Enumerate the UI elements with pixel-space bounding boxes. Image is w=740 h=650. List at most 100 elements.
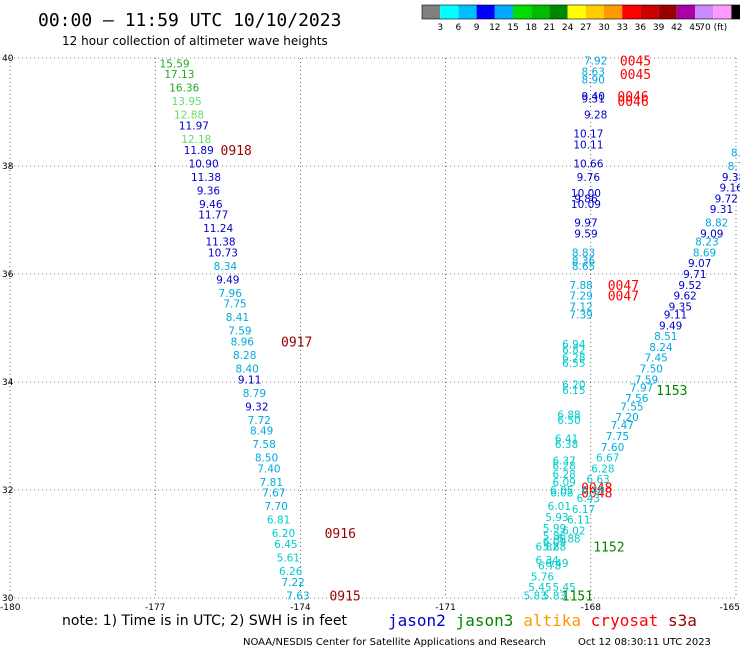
wave-height-label: 9.28 xyxy=(584,110,607,122)
wave-height-label: 5.45 xyxy=(552,582,575,594)
wave-height-label: 6.82 xyxy=(562,345,585,357)
pass-time-label: 0917 xyxy=(281,336,312,351)
satellite-legend-item: jason3 xyxy=(456,611,514,630)
wave-height-label: 6.43 xyxy=(577,493,600,505)
colorbar-swatch xyxy=(731,5,740,19)
y-tick-label: 34 xyxy=(2,378,14,388)
wave-height-label: 8.49 xyxy=(250,426,273,438)
wave-height-label: 11.77 xyxy=(198,210,228,222)
wave-height-label: 8.28 xyxy=(233,350,256,362)
colorbar-label: 27 xyxy=(580,23,591,33)
x-tick-label: -165 xyxy=(720,603,740,613)
pass-time-label: 1151 xyxy=(562,589,593,604)
wave-height-label: 6.81 xyxy=(267,515,290,527)
wave-height-label: 10.00 xyxy=(571,188,601,200)
wave-height-label: 8.41 xyxy=(226,312,249,324)
colorbar-swatch xyxy=(640,5,659,19)
wave-height-label: 6.26 xyxy=(279,566,303,578)
axes: -180 -177 -174 -171 -168 -165 30 32 34 36 38 40 xyxy=(0,54,740,613)
wave-height-label: 6.09 xyxy=(543,536,566,548)
wave-height-label: 7.56 xyxy=(625,393,649,405)
pass-time-label: 0047 xyxy=(608,279,639,294)
wave-height-label: 6.20 xyxy=(562,380,585,392)
wave-height-label: 7.59 xyxy=(228,326,251,338)
wave-height-label: 9.09 xyxy=(700,229,723,241)
colorbar-swatch xyxy=(476,5,495,19)
wave-height-label: 6.78 xyxy=(538,561,561,573)
wave-height-label: 8.96 xyxy=(231,337,255,349)
wave-height-label: 10.90 xyxy=(189,158,219,170)
wave-height-label: 16.36 xyxy=(169,83,199,95)
wave-height-label: 6.50 xyxy=(557,415,580,427)
colorbar-label: 70 (ft) xyxy=(699,23,727,33)
wave-height-label: 6.28 xyxy=(552,469,575,481)
colorbar-swatch xyxy=(422,5,441,19)
colorbar-label: 33 xyxy=(616,23,627,33)
wave-height-label: 7.55 xyxy=(620,401,643,413)
wave-height-label: 6.48 xyxy=(582,485,605,497)
wave-height-label: 8.40 xyxy=(235,364,258,376)
wave-height-label: 15.59 xyxy=(160,58,190,70)
wave-height-label: 7.63 xyxy=(286,590,309,602)
colorbar-label: 36 xyxy=(635,23,647,33)
wave-height-label: 7.12 xyxy=(569,301,592,313)
wave-height-label: 8.50 xyxy=(255,453,278,465)
colorbar-label: 30 xyxy=(598,23,610,33)
wave-height-label: 6.94 xyxy=(562,339,586,351)
wave-height-label: 7.97 xyxy=(630,382,653,394)
colorbar-swatch xyxy=(567,5,586,19)
x-tick-label: -180 xyxy=(0,603,21,613)
pass-time-label: 0048 xyxy=(581,481,612,496)
wave-height-label: 8.34 xyxy=(214,261,238,273)
wave-height-label: 13.95 xyxy=(172,96,202,108)
y-tick-label: 36 xyxy=(2,270,14,280)
wave-height-label: 9.49 xyxy=(216,274,239,286)
wave-height-label: 9.49 xyxy=(659,320,682,332)
colorbar-swatch xyxy=(494,5,513,19)
wave-height-label: 7.81 xyxy=(260,477,283,489)
satellite-legend-item: s3a xyxy=(668,611,697,630)
wave-height-label: 7.92 xyxy=(584,56,607,68)
pass-time-label: 0048 xyxy=(581,487,612,502)
wave-height-label: 7.58 xyxy=(252,439,275,451)
wave-height-label: 7.67 xyxy=(262,488,285,500)
credit-text: NOAA/NESDIS Center for Satellite Applica… xyxy=(243,637,546,648)
wave-height-label: 5.86 xyxy=(543,531,567,543)
wave-height-label: 6.38 xyxy=(555,439,578,451)
wave-height-label: 6.05 xyxy=(550,485,573,497)
wave-height-label: 7.72 xyxy=(248,415,271,427)
pass-time-label: 0047 xyxy=(608,290,639,305)
wave-height-label: 7.88 xyxy=(569,280,592,292)
wave-height-label: 6.88 xyxy=(557,409,580,421)
wave-height-label: 6.63 xyxy=(586,474,609,486)
wave-height-label: 6.41 xyxy=(555,434,578,446)
wave-height-label: 7.59 xyxy=(635,374,658,386)
colorbar-label: 42 xyxy=(671,23,682,33)
colorbar-swatch xyxy=(622,5,641,19)
wave-height-label: 7.39 xyxy=(569,310,592,322)
wave-height-label: 9.11 xyxy=(664,310,687,322)
colorbar-swatch xyxy=(713,5,732,19)
wave-height-label: 6.55 xyxy=(562,358,585,370)
wave-height-label: 9.62 xyxy=(673,291,696,303)
colorbar-frame xyxy=(421,4,740,20)
wave-height-label: 9.38 xyxy=(722,172,740,184)
satellite-legend-item: jason2 xyxy=(388,611,446,630)
colorbar-swatch xyxy=(676,5,695,19)
satellite-legend-item: cryosat xyxy=(591,611,658,630)
wave-height-label: 7.50 xyxy=(640,364,663,376)
wave-height-label: 5.88 xyxy=(543,542,566,554)
colorbar-label: 12 xyxy=(489,23,500,33)
wave-height-label: 10.73 xyxy=(208,247,238,259)
pass-time-label: 0918 xyxy=(221,144,252,159)
wave-height-label: 8.36 xyxy=(572,256,596,268)
wave-height-label: 10.11 xyxy=(573,139,603,151)
wave-height-label: 9.46 xyxy=(199,199,223,211)
wave-height-label: 9.97 xyxy=(574,218,597,230)
wave-height-label: 5.83 xyxy=(523,590,546,602)
wave-height-label: 6.28 xyxy=(591,463,614,475)
pass-time-label: 0916 xyxy=(325,527,356,542)
wave-height-label: 9.71 xyxy=(683,269,706,281)
x-tick-label: -168 xyxy=(581,603,602,613)
